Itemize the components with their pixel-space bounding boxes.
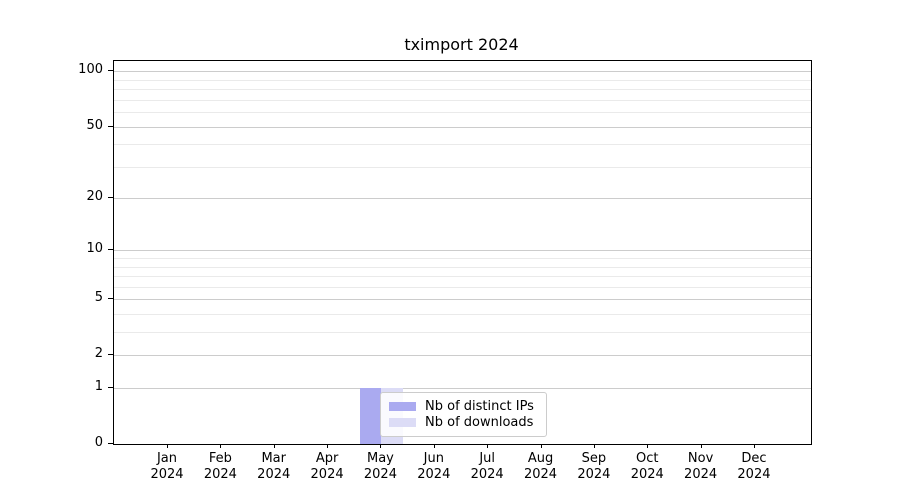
y-tick-label: 2	[94, 346, 103, 362]
y-tick-label: 0	[94, 435, 103, 450]
y-tick-label: 50	[86, 117, 103, 133]
x-tick-label: Jan 2024	[150, 451, 184, 482]
legend-label-downloads: Nb of downloads	[425, 415, 534, 431]
x-tick-mark	[487, 444, 489, 448]
x-tick-label: Oct 2024	[630, 451, 664, 482]
x-tick-mark	[593, 444, 595, 448]
x-tick-mark	[327, 444, 329, 448]
y-tick-mark	[108, 443, 113, 444]
y-tick-label: 20	[86, 189, 103, 205]
x-tick-label: Nov 2024	[684, 451, 718, 482]
x-tick-mark	[540, 444, 542, 448]
major-gridline	[114, 299, 811, 301]
x-tick-label: Aug 2024	[523, 451, 558, 482]
major-gridline	[114, 126, 811, 128]
chart-title: tximport 2024	[404, 35, 519, 54]
legend: Nb of distinct IPs Nb of downloads	[380, 392, 547, 437]
legend-item-distinct-ips: Nb of distinct IPs	[389, 399, 538, 414]
y-tick-mark	[108, 298, 113, 300]
minor-gridline	[114, 286, 811, 288]
x-tick-mark	[647, 444, 649, 448]
minor-gridline	[114, 314, 811, 316]
x-tick-mark	[220, 444, 222, 448]
legend-swatch-distinct-ips	[389, 401, 416, 411]
minor-gridline	[114, 332, 811, 334]
y-tick-mark	[108, 70, 113, 72]
minor-gridline	[114, 79, 811, 81]
major-gridline	[114, 388, 811, 390]
y-tick-label: 100	[78, 62, 103, 78]
minor-gridline	[114, 112, 811, 114]
minor-gridline	[114, 258, 811, 260]
major-gridline	[114, 198, 811, 200]
plot-area: Nb of distinct IPs Nb of downloads	[113, 60, 812, 445]
legend-swatch-downloads	[389, 418, 416, 428]
x-tick-label: Apr 2024	[310, 451, 344, 482]
minor-gridline	[114, 144, 811, 146]
x-tick-mark	[700, 444, 702, 448]
x-tick-label: Jul 2024	[470, 451, 504, 482]
gridlines-layer	[114, 61, 811, 444]
minor-gridline	[114, 266, 811, 268]
y-tick-mark	[108, 125, 113, 127]
major-gridline	[114, 355, 811, 357]
minor-gridline	[114, 99, 811, 101]
major-gridline	[114, 71, 811, 73]
y-tick-mark	[108, 249, 113, 251]
minor-gridline	[114, 276, 811, 278]
x-tick-mark	[433, 444, 435, 448]
x-tick-mark	[753, 444, 755, 448]
x-tick-mark	[167, 444, 168, 448]
x-tick-label: Dec 2024	[737, 451, 771, 482]
y-tick-label: 10	[86, 241, 103, 257]
y-tick-label: 1	[94, 379, 103, 395]
x-tick-label: Jun 2024	[417, 451, 451, 482]
minor-gridline	[114, 166, 811, 168]
x-tick-mark	[273, 444, 275, 448]
bar-distinct-ips	[359, 388, 382, 444]
major-gridline	[114, 250, 811, 252]
legend-item-downloads: Nb of downloads	[389, 415, 538, 430]
x-tick-label: May 2024	[363, 451, 397, 482]
minor-gridline	[114, 89, 811, 91]
y-tick-mark	[108, 354, 113, 356]
x-tick-mark	[380, 444, 382, 448]
y-tick-label: 5	[94, 290, 103, 306]
y-tick-mark	[108, 197, 113, 199]
legend-label-distinct-ips: Nb of distinct IPs	[425, 398, 534, 414]
x-tick-label: Feb 2024	[203, 451, 237, 482]
x-tick-label: Sep 2024	[577, 451, 611, 482]
y-tick-mark	[108, 387, 113, 389]
x-tick-label: Mar 2024	[257, 451, 291, 482]
